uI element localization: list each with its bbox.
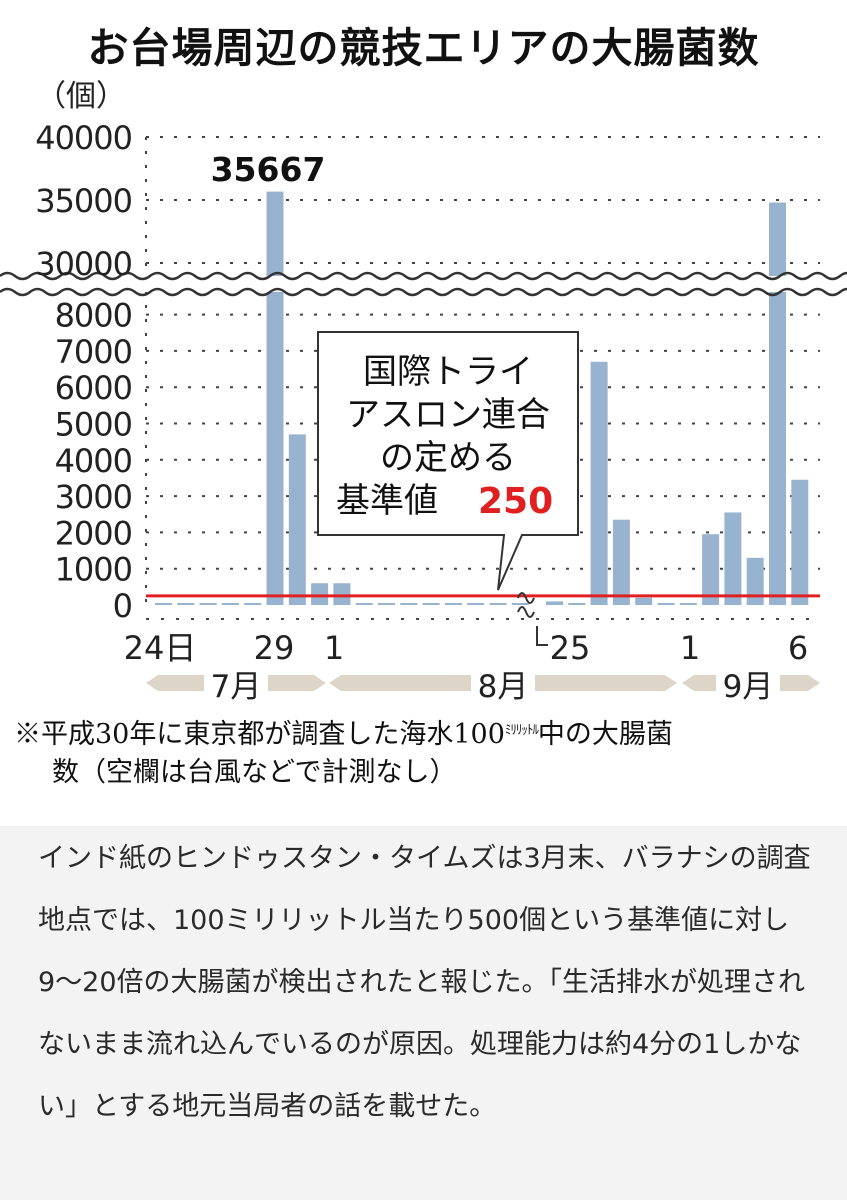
month-label-bg — [204, 666, 268, 702]
callout-text-line: アスロン連合 — [346, 395, 550, 435]
callout-box — [317, 331, 579, 591]
bar — [333, 583, 351, 605]
bar — [724, 512, 742, 605]
y-tick-label: 35000 — [35, 182, 132, 220]
bar — [288, 434, 306, 605]
bar — [177, 603, 195, 605]
x-tick-label: 1 — [680, 629, 700, 667]
x-tick-label: 1 — [324, 629, 344, 667]
y-tick-label: 3000 — [55, 478, 132, 516]
month-label: 9月 — [723, 669, 774, 705]
footnote-text-a: ※平成30年に東京都が調査した海水100 — [14, 719, 505, 750]
bar — [221, 603, 239, 605]
y-axis-unit: （個） — [36, 79, 126, 114]
x-tick-leader — [536, 626, 548, 646]
chart-title: お台場周辺の競技エリアの大腸菌数 — [87, 24, 760, 72]
bar — [568, 603, 586, 605]
y-tick-label: 30000 — [35, 245, 132, 283]
callout-text-line: 基準値 — [336, 481, 438, 521]
axis-break-wave-top — [0, 271, 847, 281]
y-tick-label: 5000 — [55, 406, 132, 444]
footnote-line2: 数（空欄は台風などで計測なし） — [52, 757, 457, 788]
max-value-label: 35667 — [211, 150, 326, 189]
month-label: 7月 — [211, 669, 262, 705]
bar — [355, 603, 373, 605]
bar — [769, 202, 786, 605]
footnote-line1: ※平成30年に東京都が調査した海水100ﾐﾘﾘｯﾄﾙ中の大腸菌 — [14, 719, 673, 750]
bar — [266, 191, 284, 605]
month-label: 8月 — [478, 669, 529, 705]
callout-text-line: の定める — [380, 438, 516, 478]
bar — [155, 603, 172, 605]
bar — [467, 603, 485, 605]
bar — [590, 361, 608, 605]
x-tick-label: 6 — [788, 629, 808, 667]
y-tick-label: 0 — [113, 587, 132, 625]
bar — [546, 601, 563, 605]
y-tick-label: 40000 — [35, 119, 132, 157]
bar — [489, 603, 507, 605]
y-tick-label: 7000 — [55, 333, 132, 371]
bar — [444, 603, 462, 605]
article-text: インド紙のヒンドゥスタン・タイムズは3月末、バラナシの調査地点では、100ミリリ… — [38, 843, 811, 1122]
bar — [791, 479, 809, 605]
y-tick-label: 1000 — [55, 551, 132, 589]
axis-break-wave-bottom — [0, 287, 847, 297]
bar — [400, 603, 418, 605]
callout-text-line: 国際トライ — [363, 352, 533, 392]
y-tick-label: 2000 — [55, 514, 132, 552]
bar — [746, 557, 764, 605]
bar — [378, 603, 395, 605]
bar — [311, 583, 329, 605]
bar — [657, 603, 675, 605]
callout-value: 250 — [478, 481, 553, 522]
x-axis-break-mark-top — [517, 592, 535, 604]
bar — [702, 534, 720, 605]
x-tick-label: 29 — [254, 629, 295, 667]
y-tick-label: 4000 — [55, 442, 132, 480]
bar — [612, 519, 630, 605]
y-tick-label: 8000 — [55, 297, 132, 335]
bar — [635, 597, 653, 605]
article-panel: インド紙のヒンドゥスタン・タイムズは3月末、バラナシの調査地点では、100ミリリ… — [0, 826, 847, 1200]
footnote: ※平成30年に東京都が調査した海水100ﾐﾘﾘｯﾄﾙ中の大腸菌 数（空欄は台風な… — [14, 712, 844, 792]
x-axis-break-mark-bottom — [517, 606, 535, 618]
bar — [679, 603, 697, 605]
footnote-unit: ﾐﾘﾘｯﾄﾙ — [504, 723, 539, 738]
bar — [199, 603, 217, 605]
bar — [422, 603, 440, 605]
month-label-bg — [716, 666, 780, 702]
bar — [244, 603, 262, 605]
month-label-bg — [471, 666, 535, 702]
footnote-text-b: 中の大腸菌 — [537, 719, 673, 750]
x-tick-label: 24日 — [124, 629, 197, 667]
x-tick-label: 25 — [550, 629, 591, 667]
bar — [511, 603, 529, 605]
y-tick-label: 6000 — [55, 369, 132, 407]
